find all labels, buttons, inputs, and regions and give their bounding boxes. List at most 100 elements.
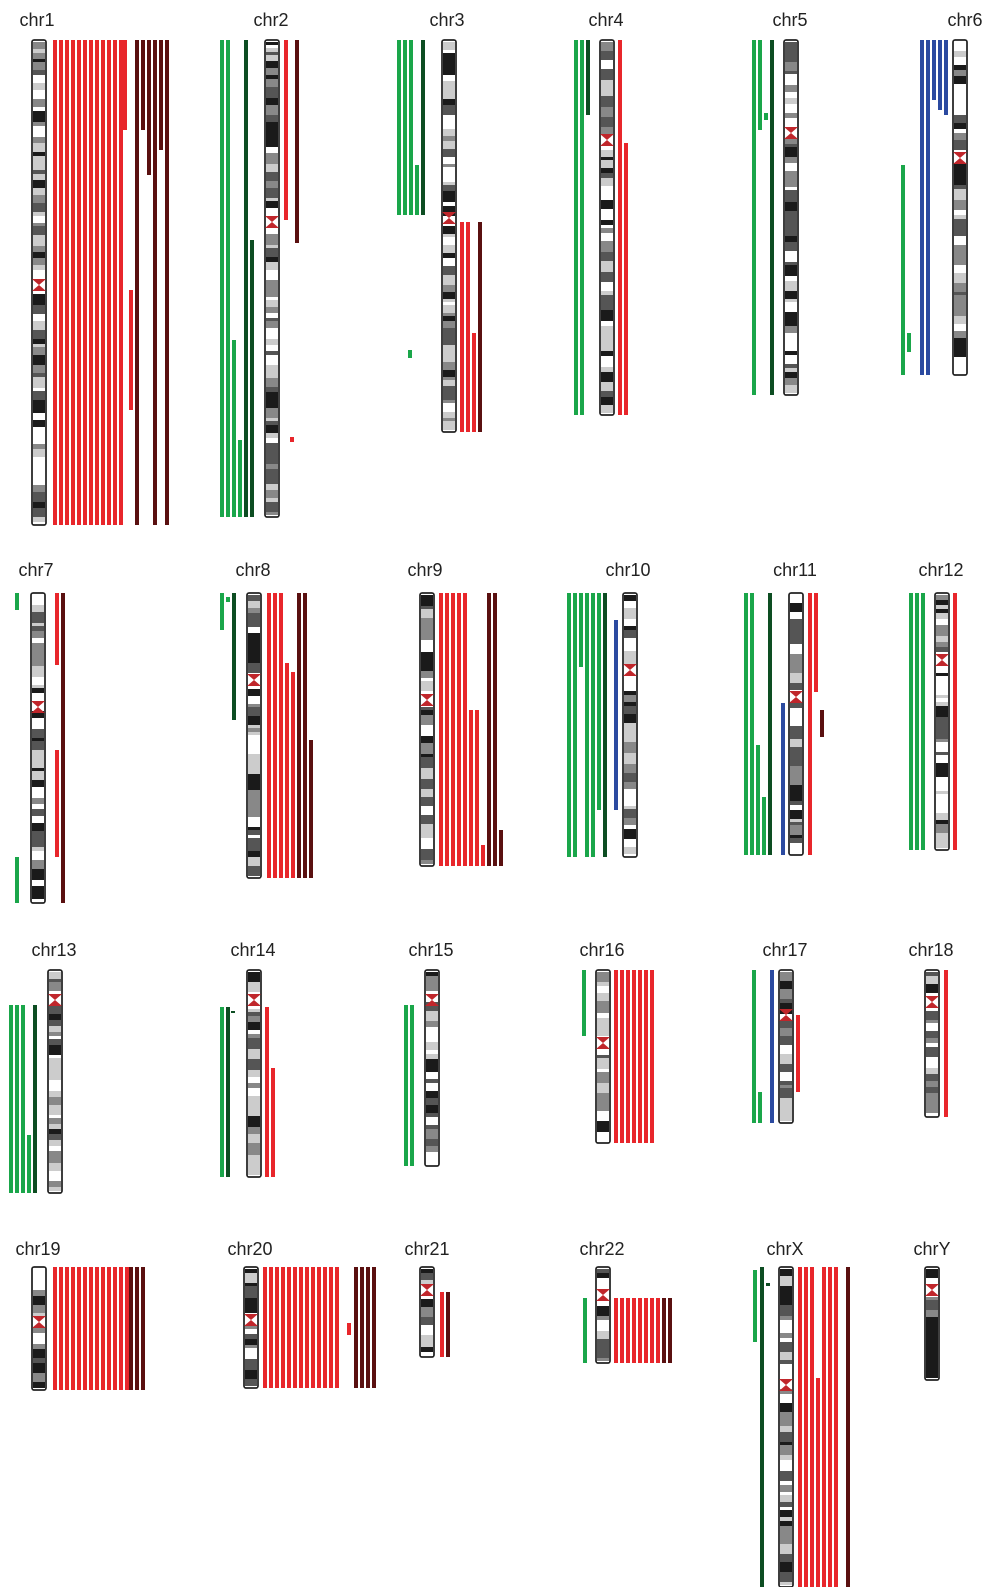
band	[443, 302, 455, 305]
segment	[586, 40, 590, 115]
band	[248, 835, 260, 838]
band	[601, 160, 613, 168]
band	[421, 710, 433, 715]
band	[780, 1360, 792, 1364]
band	[601, 173, 613, 178]
segment	[271, 1068, 275, 1177]
band	[926, 1310, 938, 1317]
segment	[816, 1378, 820, 1587]
band	[421, 681, 433, 691]
band	[49, 1055, 61, 1058]
band	[245, 1298, 257, 1302]
band	[785, 351, 797, 355]
band	[780, 1403, 792, 1412]
band	[421, 806, 433, 815]
band	[780, 1481, 792, 1485]
band	[33, 417, 45, 420]
segment	[153, 40, 157, 525]
band	[443, 182, 455, 185]
band	[954, 189, 966, 192]
band	[421, 652, 433, 660]
band	[954, 88, 966, 99]
band	[936, 642, 948, 647]
band	[421, 674, 433, 678]
band	[936, 687, 948, 695]
band	[624, 661, 636, 664]
band	[780, 1352, 792, 1360]
segment	[89, 1267, 93, 1390]
band	[954, 324, 966, 331]
band	[33, 223, 45, 226]
band	[790, 810, 802, 819]
centromere	[420, 1284, 434, 1296]
segment	[445, 593, 449, 866]
band	[33, 495, 45, 502]
band	[780, 1088, 792, 1098]
band	[426, 1139, 438, 1146]
band	[954, 292, 966, 295]
segment	[285, 663, 289, 878]
band	[421, 754, 433, 757]
segment	[275, 1267, 279, 1388]
band	[49, 972, 61, 979]
band	[49, 1039, 61, 1045]
band	[32, 771, 44, 776]
band	[597, 1121, 609, 1132]
band	[421, 606, 433, 609]
band	[421, 678, 433, 681]
chromosome-label: chr9	[407, 560, 442, 580]
band	[32, 623, 44, 626]
band	[426, 1042, 438, 1050]
band	[780, 1064, 792, 1072]
segment	[750, 593, 754, 855]
band	[32, 851, 44, 860]
band	[785, 291, 797, 299]
band	[954, 236, 966, 245]
band	[32, 776, 44, 780]
centromere	[784, 127, 798, 139]
band	[601, 351, 613, 356]
band	[33, 137, 45, 143]
segment	[460, 222, 464, 432]
segment	[141, 1267, 145, 1390]
chromosome-outline	[934, 592, 950, 851]
band	[780, 1323, 792, 1333]
band	[601, 228, 613, 233]
band	[624, 753, 636, 764]
band	[443, 352, 455, 362]
band	[33, 1305, 45, 1313]
band	[266, 438, 278, 443]
band	[33, 377, 45, 388]
band	[597, 993, 609, 1001]
band	[597, 1316, 609, 1320]
chromosome-outline	[243, 1266, 259, 1389]
band	[936, 728, 948, 739]
band	[624, 764, 636, 773]
band	[597, 1269, 609, 1273]
band	[266, 402, 278, 408]
band	[248, 1077, 260, 1083]
chromosome-outline	[952, 39, 968, 376]
chromosome-outline	[441, 39, 457, 433]
segment	[311, 1267, 315, 1388]
band	[785, 109, 797, 113]
chromosome-label: chr14	[230, 940, 275, 960]
band	[780, 1540, 792, 1544]
segment	[770, 40, 774, 395]
band	[443, 50, 455, 53]
segment	[408, 350, 412, 358]
band	[936, 752, 948, 755]
segment	[53, 1267, 57, 1390]
segment	[55, 750, 59, 857]
band	[245, 1348, 257, 1359]
band	[33, 471, 45, 479]
band	[790, 792, 802, 801]
band	[780, 1426, 792, 1432]
band	[33, 126, 45, 137]
band	[785, 342, 797, 351]
segment	[409, 40, 413, 215]
band	[936, 717, 948, 728]
band	[790, 739, 802, 743]
band	[601, 382, 613, 391]
band	[785, 98, 797, 104]
